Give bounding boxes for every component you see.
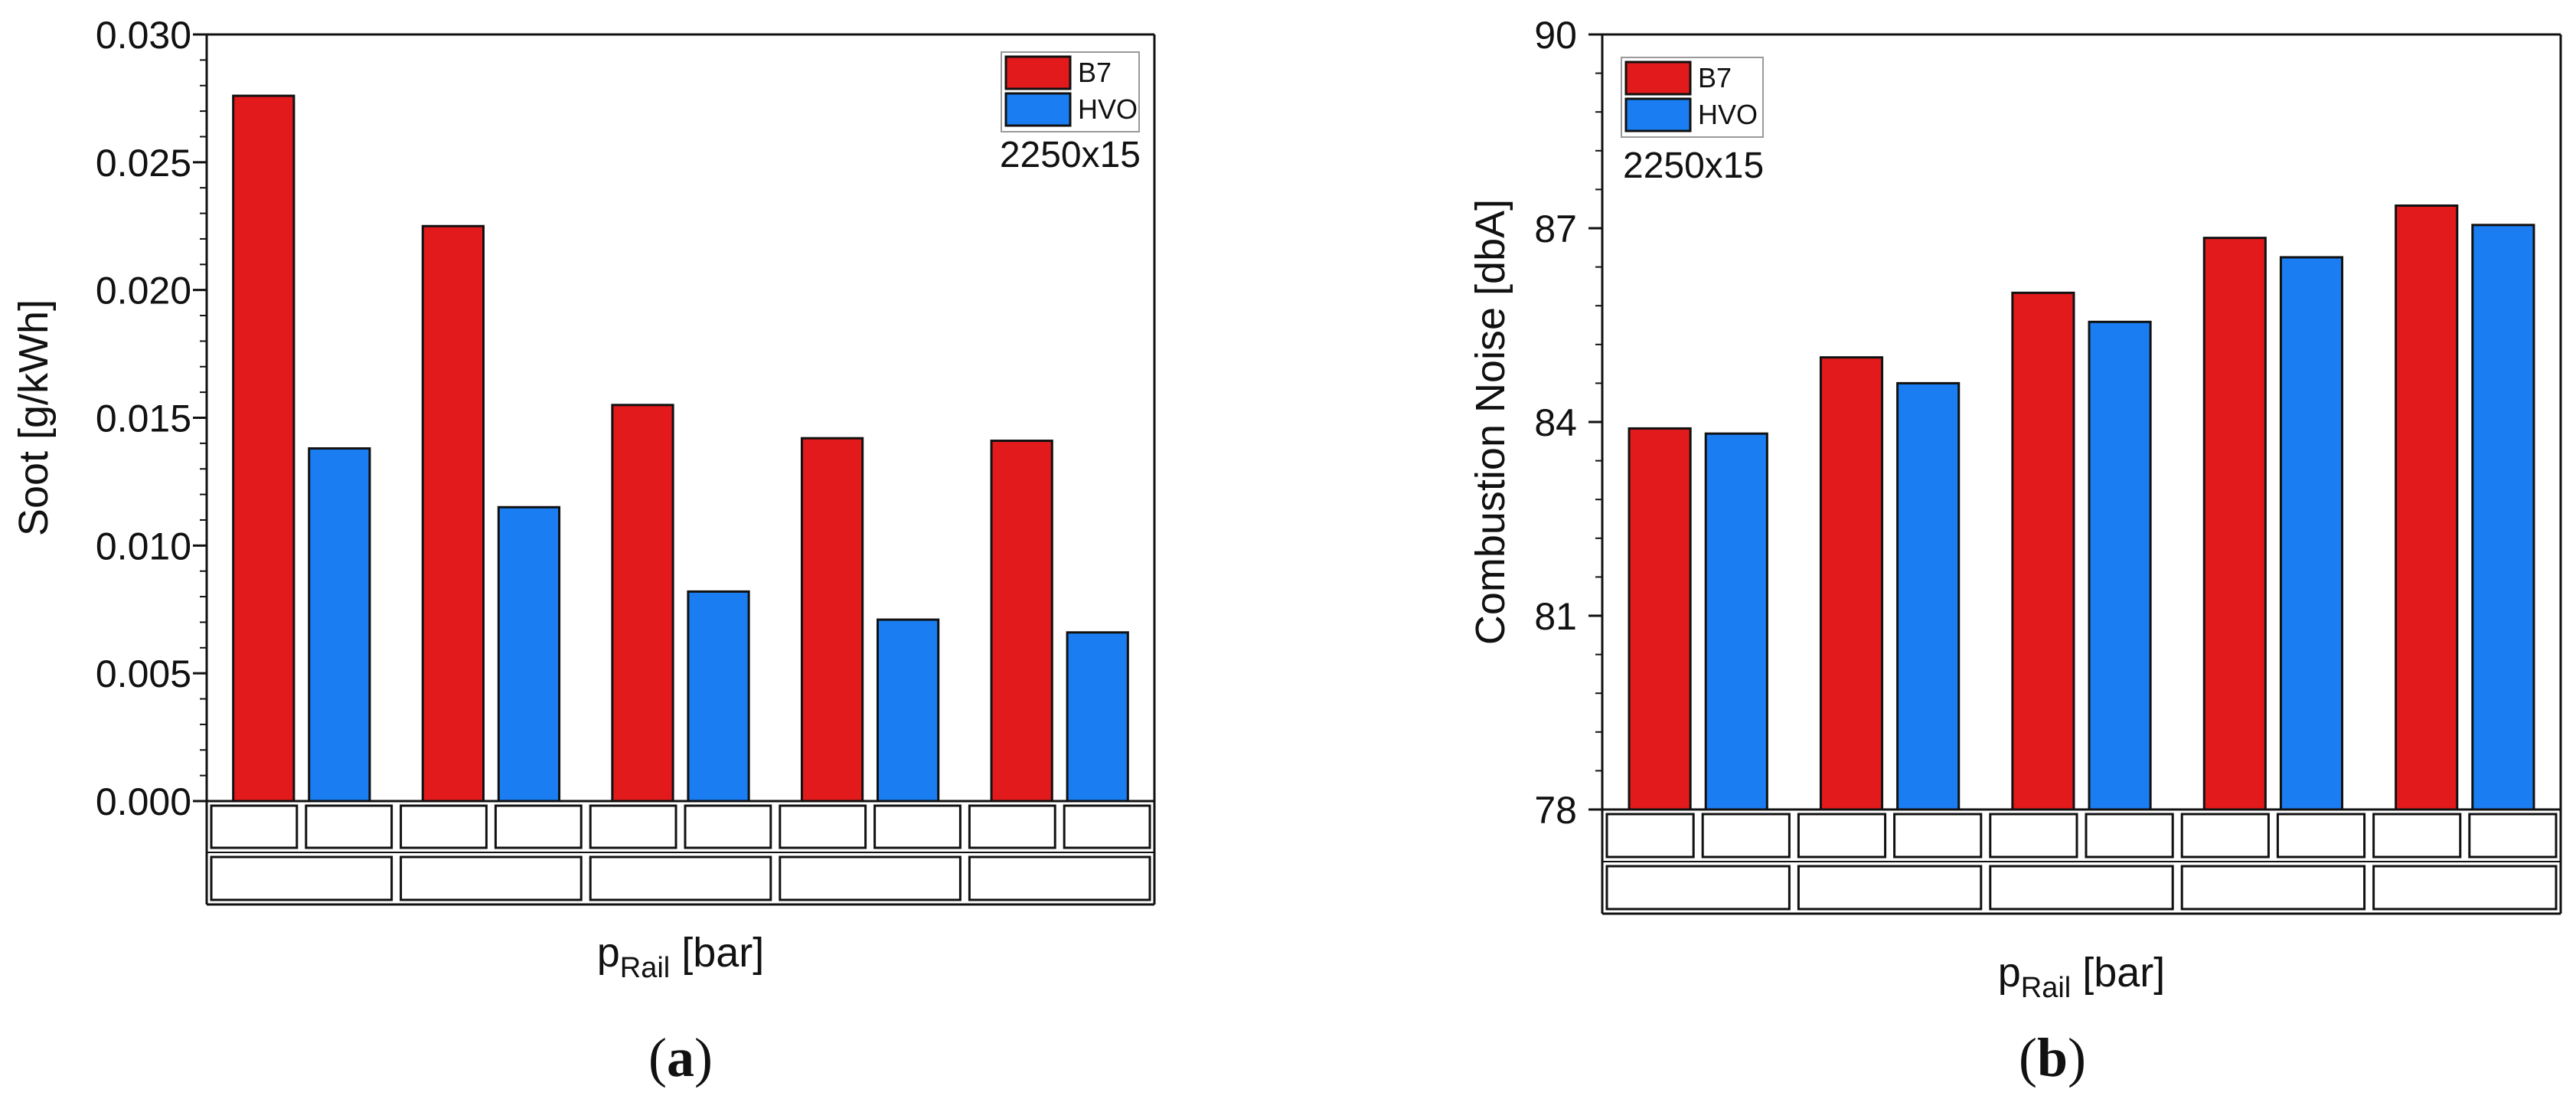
category-cell-level1 — [684, 804, 772, 849]
panel-paren-close: ) — [2068, 1027, 2086, 1088]
category-cell-level2 — [968, 855, 1151, 901]
category-cell-level2 — [779, 855, 962, 901]
legend-swatch-hvo — [1004, 92, 1072, 127]
bar-hvo-group-1 — [308, 447, 371, 803]
x-label-subscript: Rail — [2021, 972, 2071, 1004]
category-cell-level1 — [2372, 813, 2462, 859]
x-label-base: p — [1998, 950, 2021, 996]
category-cell-level2 — [400, 855, 583, 901]
category-cell-level1 — [1063, 804, 1151, 849]
bar-hvo-group-1 — [1704, 432, 1768, 811]
y-tick-label: 90 — [1534, 14, 1577, 57]
legend: B7 HVO — [1001, 51, 1140, 132]
category-cell-level1 — [1797, 813, 1887, 859]
x-axis-label: pRail [bar] — [1998, 950, 2166, 1004]
category-cell-level1 — [968, 804, 1056, 849]
bar-hvo-group-5 — [2471, 224, 2535, 811]
category-cell-level1 — [589, 804, 677, 849]
legend-swatch-hvo — [1624, 97, 1692, 132]
bar-hvo-group-5 — [1066, 631, 1129, 803]
category-cell-level1 — [779, 804, 867, 849]
legend-swatch-b7 — [1004, 55, 1072, 90]
category-cell-level1 — [400, 804, 488, 849]
y-tick-label: 0.015 — [96, 397, 191, 440]
y-tick-label: 0.010 — [96, 525, 191, 567]
category-cell-level1 — [1893, 813, 1983, 859]
category-cell-level1 — [494, 804, 583, 849]
bar-b7-group-3 — [2011, 291, 2075, 811]
category-cell-level1 — [1605, 813, 1695, 859]
category-cell-level1 — [2085, 813, 2174, 859]
panel-label: (b) — [2019, 1027, 2086, 1088]
panel-letter: b — [2037, 1027, 2068, 1088]
category-cell-level2 — [1605, 865, 1791, 911]
x-label-unit: [bar] — [2071, 950, 2165, 996]
legend-label-b7: B7 — [1698, 62, 1732, 93]
x-label-unit: [bar] — [670, 930, 764, 976]
bar-b7-group-3 — [611, 404, 674, 803]
panel-label: (a) — [648, 1027, 713, 1088]
bar-hvo-group-2 — [497, 505, 561, 803]
panel-paren-open: ( — [648, 1027, 667, 1088]
legend-label-hvo: HVO — [1078, 93, 1138, 125]
panel-paren-open: ( — [2019, 1027, 2037, 1088]
category-cell-level1 — [1989, 813, 2078, 859]
bar-hvo-group-2 — [1896, 381, 1961, 811]
y-axis-label: Combustion Noise [dbA] — [1468, 199, 1513, 645]
category-cell-level2 — [2180, 865, 2366, 911]
panel-paren-close: ) — [694, 1027, 713, 1088]
category-cell-level1 — [2276, 813, 2366, 859]
bar-b7-group-2 — [421, 224, 485, 803]
bar-b7-group-5 — [2395, 204, 2459, 811]
x-axis-label: pRail [bar] — [597, 930, 765, 984]
y-tick-label: 0.000 — [96, 780, 191, 823]
category-cell-level2 — [1989, 865, 2174, 911]
y-tick-label: 78 — [1534, 789, 1577, 832]
x-label-base: p — [597, 930, 620, 976]
annotation-text: 2250x15 — [1623, 146, 1764, 186]
bar-hvo-group-3 — [687, 590, 750, 803]
category-cell-level1 — [873, 804, 962, 849]
category-cell-level1 — [210, 804, 299, 849]
y-tick-label: 0.030 — [96, 14, 191, 57]
category-cell-level2 — [2372, 865, 2558, 911]
y-tick-label: 0.005 — [96, 653, 191, 695]
y-tick-label: 87 — [1534, 208, 1577, 250]
category-cell-level1 — [2468, 813, 2558, 859]
category-cell-level2 — [589, 855, 772, 901]
panel-letter: a — [667, 1027, 694, 1088]
category-cell-level1 — [1701, 813, 1791, 859]
panel-a-soot-chart: 0.000 0.005 0.010 0.015 0.020 0.025 0.030 Soot … — [11, 14, 1156, 1088]
legend-label-b7: B7 — [1078, 57, 1112, 88]
bar-b7-group-4 — [800, 437, 864, 803]
x-label-subscript: Rail — [620, 952, 670, 984]
bar-b7-group-1 — [1628, 427, 1692, 811]
category-cell-level1 — [305, 804, 393, 849]
bar-b7-group-1 — [232, 94, 295, 803]
bar-b7-group-2 — [1819, 356, 1884, 811]
y-tick-label: 84 — [1534, 401, 1577, 444]
category-cell-level2 — [1797, 865, 1983, 911]
bar-hvo-group-4 — [2279, 256, 2344, 811]
bar-hvo-group-4 — [877, 618, 940, 803]
y-tick-label: 0.020 — [96, 270, 191, 312]
legend-label-hvo: HVO — [1698, 99, 1758, 130]
category-cell-level2 — [210, 855, 393, 901]
bar-hvo-group-3 — [2088, 320, 2152, 811]
panel-b-noise-chart: 78 81 84 87 90 Combustion Noise [dbA] pRail [b… — [1468, 14, 2562, 1088]
legend: B7 HVO — [1621, 57, 1764, 138]
bar-b7-group-5 — [990, 440, 1053, 803]
annotation-text: 2250x15 — [1000, 135, 1141, 175]
legend-swatch-b7 — [1624, 61, 1692, 96]
y-axis-label: Soot [g/kWh] — [11, 299, 57, 536]
category-cell-level1 — [2180, 813, 2270, 859]
y-tick-label: 0.025 — [96, 142, 191, 185]
y-tick-label: 81 — [1534, 595, 1577, 638]
bar-b7-group-4 — [2202, 237, 2267, 811]
